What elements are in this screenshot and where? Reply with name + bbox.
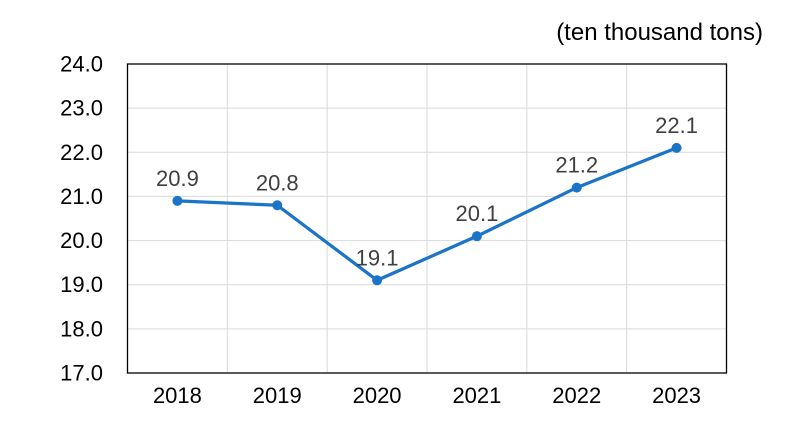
data-point-label: 22.1	[655, 113, 698, 138]
chart-unit-label: (ten thousand tons)	[556, 19, 763, 46]
trend-line	[175, 146, 679, 282]
data-point	[571, 182, 582, 193]
data-point	[671, 142, 682, 153]
y-axis-tick-label: 24.0	[60, 52, 103, 77]
x-axis-tick-label: 2023	[652, 383, 701, 408]
data-point	[172, 195, 183, 206]
x-axis-tick-label: 2022	[552, 383, 601, 408]
y-axis-tick-label: 22.0	[60, 140, 103, 165]
data-point-label: 20.9	[156, 166, 199, 191]
y-axis-tick-label: 17.0	[60, 361, 103, 386]
data-point-label: 20.1	[456, 201, 499, 226]
x-axis-tick-label: 2021	[452, 383, 501, 408]
data-point-label: 20.8	[256, 170, 299, 195]
x-axis-tick-label: 2020	[353, 383, 402, 408]
data-point-label: 21.2	[555, 153, 598, 178]
y-axis-tick-label: 19.0	[60, 272, 103, 297]
y-axis-tick-label: 18.0	[60, 316, 103, 341]
y-axis-tick-label: 23.0	[60, 96, 103, 121]
x-axis-tick-label: 2018	[153, 383, 202, 408]
data-point	[372, 275, 383, 286]
data-point-label: 19.1	[356, 245, 399, 270]
y-axis-tick-label: 20.0	[60, 228, 103, 253]
y-axis-tick-label: 21.0	[60, 184, 103, 209]
data-point	[272, 200, 283, 211]
plot-border	[126, 63, 728, 374]
data-point	[471, 231, 482, 242]
x-axis-tick-label: 2019	[253, 383, 302, 408]
